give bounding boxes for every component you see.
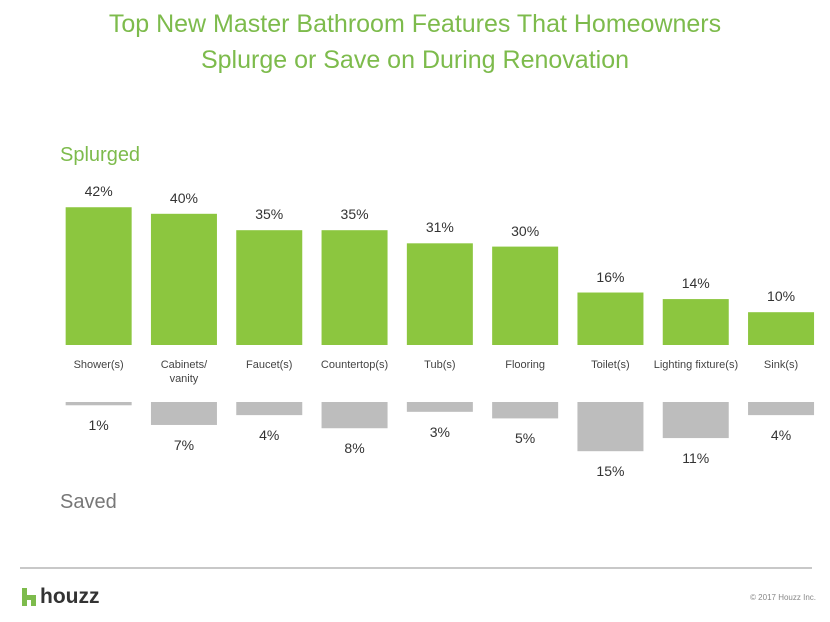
bar	[65, 402, 132, 406]
x-tick-label: Cabinets/ vanity	[160, 359, 208, 385]
value-label: 3%	[429, 423, 450, 440]
x-tick-label: Tub(s)	[424, 359, 456, 371]
bar	[492, 246, 559, 345]
copyright: © 2017 Houzz Inc.	[750, 593, 816, 602]
bar	[65, 207, 132, 345]
bar	[748, 312, 815, 345]
value-label: 14%	[681, 275, 710, 292]
x-tick-label: Sink(s)	[763, 359, 799, 371]
value-label: 35%	[340, 206, 369, 223]
value-label: 4%	[770, 427, 792, 444]
bar	[321, 230, 388, 345]
bar	[236, 230, 303, 345]
bar	[150, 402, 217, 425]
bar	[577, 292, 644, 345]
bar	[321, 402, 388, 429]
bar	[577, 402, 644, 452]
x-tick-label: Shower(s)	[73, 359, 124, 371]
chart-title: Top New Master Bathroom Features That Ho…	[108, 10, 722, 74]
series-label: Splurged	[60, 144, 141, 166]
bar	[748, 402, 815, 416]
x-tick-label: Toilet(s)	[591, 359, 630, 371]
value-label: 16%	[596, 268, 625, 285]
value-label: 1%	[88, 417, 109, 434]
value-label: 5%	[515, 430, 536, 447]
value-label: 8%	[344, 440, 365, 457]
value-label: 42%	[84, 183, 113, 200]
bar	[406, 402, 473, 412]
value-label: 11%	[682, 450, 710, 467]
logo-icon	[22, 588, 36, 606]
x-tick-label: Flooring	[505, 359, 546, 371]
value-label: 31%	[425, 219, 454, 236]
x-tick-label: Lighting fixture(s)	[653, 359, 739, 371]
value-label: 40%	[169, 189, 198, 206]
bar	[150, 213, 217, 345]
bar	[236, 402, 303, 416]
value-label: 15%	[596, 463, 625, 480]
x-tick-label: Countertop(s)	[320, 359, 389, 371]
brand: houzz	[40, 585, 100, 608]
value-label: 10%	[767, 288, 796, 305]
value-label: 4%	[259, 427, 280, 444]
series-label: Saved	[60, 491, 117, 513]
x-tick-label: Faucet(s)	[246, 359, 293, 371]
value-label: 35%	[255, 206, 284, 223]
value-label: 30%	[511, 222, 540, 239]
bar	[662, 402, 729, 439]
bar	[406, 243, 473, 345]
bar	[662, 299, 729, 345]
value-label: 7%	[173, 436, 195, 453]
bar	[492, 402, 559, 419]
